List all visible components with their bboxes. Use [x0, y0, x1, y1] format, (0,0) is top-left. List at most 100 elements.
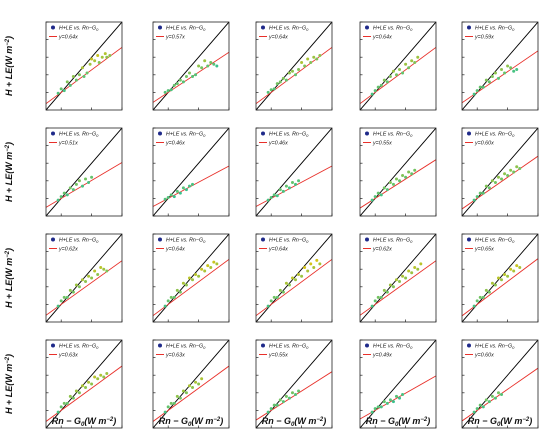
legend: H+LE vs. Rn−G0 y=0.57x	[156, 25, 206, 41]
data-point	[290, 276, 294, 280]
x-axis-label: Rn − G0(W m−2)	[366, 416, 430, 428]
panel-2015-07: H+LE vs. Rn−G0 y=0.57x	[152, 21, 230, 111]
data-point	[376, 295, 380, 299]
data-point	[93, 269, 97, 273]
data-point	[506, 174, 510, 178]
axes-frame	[45, 339, 123, 429]
data-point	[300, 60, 304, 64]
data-point	[379, 405, 383, 409]
legend-scatter-marker	[365, 131, 369, 136]
data-point	[203, 269, 207, 273]
legend-scatter-marker	[158, 131, 162, 136]
one-to-one-line	[153, 234, 229, 322]
legend-scatter-marker	[261, 343, 265, 348]
x-axis-label: Rn − G0(W m−2)	[468, 416, 532, 428]
legend-scatter-label: H+LE vs. Rn−G0	[59, 132, 99, 139]
panel-2016-01: H+LE vs. Rn−G0 y=0.46x	[255, 127, 333, 217]
data-point	[478, 295, 482, 299]
data-point	[71, 290, 75, 294]
data-point	[102, 267, 106, 271]
legend-scatter-marker	[51, 343, 55, 348]
data-point	[472, 198, 476, 202]
data-point	[503, 272, 507, 276]
y-axis-label: H + LE(W m−2)	[4, 36, 14, 96]
data-point	[413, 265, 417, 269]
data-point	[200, 267, 204, 271]
data-point	[56, 410, 60, 414]
panel-2015-10: H+LE vs. Rn−G0 y=0.59x	[461, 21, 539, 111]
data-point	[475, 407, 479, 411]
legend: H+LE vs. Rn−G0 y=0.55x	[363, 131, 413, 147]
data-point	[416, 55, 420, 59]
data-point	[269, 299, 273, 303]
data-point	[478, 403, 482, 407]
data-point	[401, 71, 405, 75]
data-point	[478, 85, 482, 89]
data-point	[481, 405, 485, 409]
data-point	[59, 299, 63, 303]
data-point	[413, 168, 417, 172]
legend-fit-label: y=0.64x	[268, 35, 288, 41]
data-point	[99, 265, 103, 269]
data-point	[370, 304, 374, 308]
data-point	[62, 89, 66, 93]
data-point	[80, 384, 84, 388]
legend-scatter-marker	[158, 25, 162, 30]
data-point	[391, 285, 395, 289]
plot-area	[256, 128, 332, 216]
panel-2016-05: H+LE vs. Rn−G0 y=0.64x	[152, 233, 230, 323]
data-point	[65, 295, 69, 299]
data-point	[90, 175, 94, 179]
data-point	[278, 188, 282, 192]
legend: H+LE vs. Rn−G0 y=0.63x	[49, 343, 99, 359]
data-point	[74, 78, 78, 82]
data-point	[172, 83, 176, 87]
legend-scatter-marker	[158, 343, 162, 348]
data-point	[206, 64, 210, 68]
data-point	[284, 281, 288, 285]
data-point	[212, 62, 216, 66]
axes-frame	[45, 21, 123, 111]
plot-area	[360, 22, 436, 110]
legend: H+LE vs. Rn−G0 y=0.51x	[49, 131, 99, 147]
data-point	[56, 198, 60, 202]
legend-fit-label: y=0.60x	[474, 353, 494, 359]
data-point	[275, 295, 279, 299]
data-point	[297, 179, 301, 183]
data-point	[515, 264, 519, 268]
data-point	[266, 304, 270, 308]
data-point	[269, 88, 273, 92]
data-point	[481, 295, 485, 299]
data-point	[278, 288, 282, 292]
one-to-one-line	[462, 234, 538, 322]
data-point	[515, 68, 519, 72]
legend-scatter-marker	[261, 237, 265, 242]
data-point	[80, 66, 84, 70]
data-point	[272, 295, 276, 299]
x-axis-label: Rn − G0(W m−2)	[52, 416, 116, 428]
legend-scatter-marker	[467, 237, 471, 242]
data-point	[475, 195, 479, 199]
legend: H+LE vs. Rn−G0 y=0.64x	[156, 237, 206, 253]
data-point	[56, 91, 60, 95]
one-to-one-line	[360, 128, 436, 216]
axes-frame	[461, 339, 539, 429]
legend: H+LE vs. Rn−G0 y=0.62x	[363, 237, 413, 253]
data-point	[212, 260, 216, 264]
data-point	[376, 191, 380, 195]
data-point	[59, 87, 63, 91]
data-point	[398, 396, 402, 400]
data-point	[388, 283, 392, 287]
data-point	[74, 182, 78, 186]
legend-fit-label: y=0.64x	[372, 35, 392, 41]
panel-2016-10: H+LE vs. Rn−G0 y=0.63x	[152, 339, 230, 429]
legend-fit-label: y=0.63x	[165, 353, 185, 359]
data-point	[206, 264, 210, 268]
panel-2016-07: H+LE vs. Rn−G0 y=0.62x	[359, 233, 437, 323]
data-point	[394, 278, 398, 282]
data-point	[102, 375, 106, 379]
axes-frame	[45, 127, 123, 217]
plot-area	[46, 234, 122, 322]
data-point	[373, 407, 377, 411]
